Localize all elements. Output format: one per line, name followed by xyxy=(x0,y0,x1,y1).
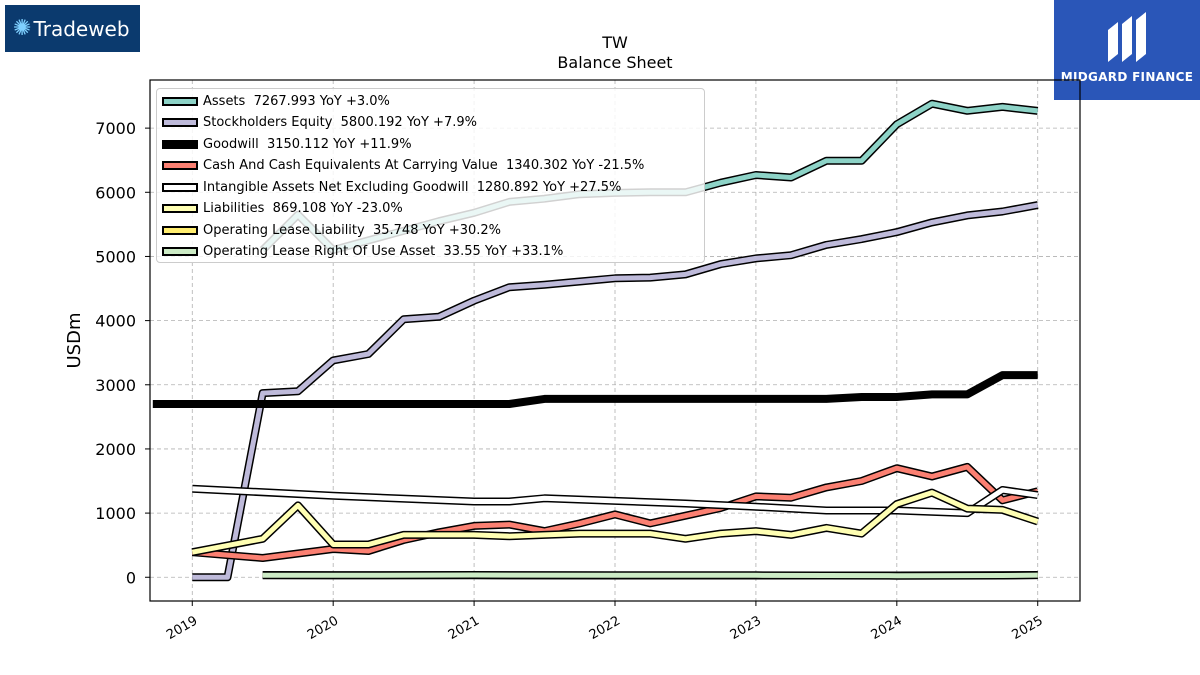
legend-item: Operating Lease Liability 35.748 YoY +30… xyxy=(157,220,501,240)
legend-swatch xyxy=(162,161,198,170)
legend-swatch xyxy=(162,204,198,213)
legend-label: Operating Lease Liability 35.748 YoY +30… xyxy=(203,222,502,238)
chart-title: TW xyxy=(602,33,628,52)
y-tick-label: 0 xyxy=(126,568,136,587)
series-line-7 xyxy=(262,572,1038,579)
legend-label: Assets 7267.993 YoY +3.0% xyxy=(203,93,390,109)
y-tick-label: 6000 xyxy=(95,183,136,202)
legend-label: Cash And Cash Equivalents At Carrying Va… xyxy=(203,158,645,173)
x-tick-label: 2025 xyxy=(1010,613,1046,643)
chart-legend: Assets 7267.993 YoY +3.0% Stockholders Eq… xyxy=(156,88,705,263)
midgard-logo-text: MIDGARD FINANCE xyxy=(1060,70,1194,84)
y-tick-label: 2000 xyxy=(95,440,136,459)
legend-item: Operating Lease Right Of Use Asset 33.55… xyxy=(157,242,563,262)
legend-swatch xyxy=(162,247,198,256)
y-tick-label: 3000 xyxy=(95,376,136,395)
series-line-3 xyxy=(192,464,1039,561)
tradeweb-logo-text: Tradeweb xyxy=(33,16,130,41)
x-tick-label: 2021 xyxy=(446,613,482,643)
y-tick-label: 7000 xyxy=(95,119,136,138)
y-tick-label: 5000 xyxy=(95,247,136,266)
legend-item: Intangible Assets Net Excluding Goodwill… xyxy=(157,177,621,197)
midgard-finance-logo: MIDGARD FINANCE xyxy=(1054,0,1200,100)
y-tick-label: 4000 xyxy=(95,312,136,331)
series-line-2 xyxy=(152,371,1038,408)
legend-swatch xyxy=(162,182,198,192)
x-tick-label: 2020 xyxy=(305,613,341,643)
legend-label: Intangible Assets Net Excluding Goodwill… xyxy=(203,179,622,195)
legend-label: Liabilities 869.108 YoY -23.0% xyxy=(203,201,403,216)
legend-label: Stockholders Equity 5800.192 YoY +7.9% xyxy=(203,115,477,130)
legend-item: Cash And Cash Equivalents At Carrying Va… xyxy=(157,156,644,176)
y-tick-label: 1000 xyxy=(95,504,136,523)
tradeweb-logo: ✺ Tradeweb xyxy=(5,5,140,52)
x-tick-label: 2024 xyxy=(869,613,905,643)
legend-label: Goodwill 3150.112 YoY +11.9% xyxy=(203,136,412,152)
midgard-mark-icon xyxy=(1108,12,1146,62)
legend-swatch xyxy=(162,118,198,127)
x-tick-label: 2022 xyxy=(587,613,623,643)
legend-item: Liabilities 869.108 YoY -23.0% xyxy=(157,199,403,219)
chart-subtitle: Balance Sheet xyxy=(557,53,673,72)
legend-label: Operating Lease Right Of Use Asset 33.55… xyxy=(203,244,564,259)
y-axis-label: USDm xyxy=(64,313,85,369)
x-tick-label: 2019 xyxy=(164,613,200,643)
legend-swatch xyxy=(162,139,198,149)
legend-swatch xyxy=(162,225,198,235)
legend-item: Assets 7267.993 YoY +3.0% xyxy=(157,91,390,111)
x-tick-label: 2023 xyxy=(728,613,764,643)
series-line-5 xyxy=(191,490,1039,555)
tradeweb-mark-icon: ✺ xyxy=(13,16,32,41)
legend-item: Stockholders Equity 5800.192 YoY +7.9% xyxy=(157,113,477,133)
legend-item: Goodwill 3150.112 YoY +11.9% xyxy=(157,134,412,154)
legend-swatch xyxy=(162,96,198,106)
series-line-1 xyxy=(192,202,1039,580)
series-line-4 xyxy=(192,486,1039,516)
